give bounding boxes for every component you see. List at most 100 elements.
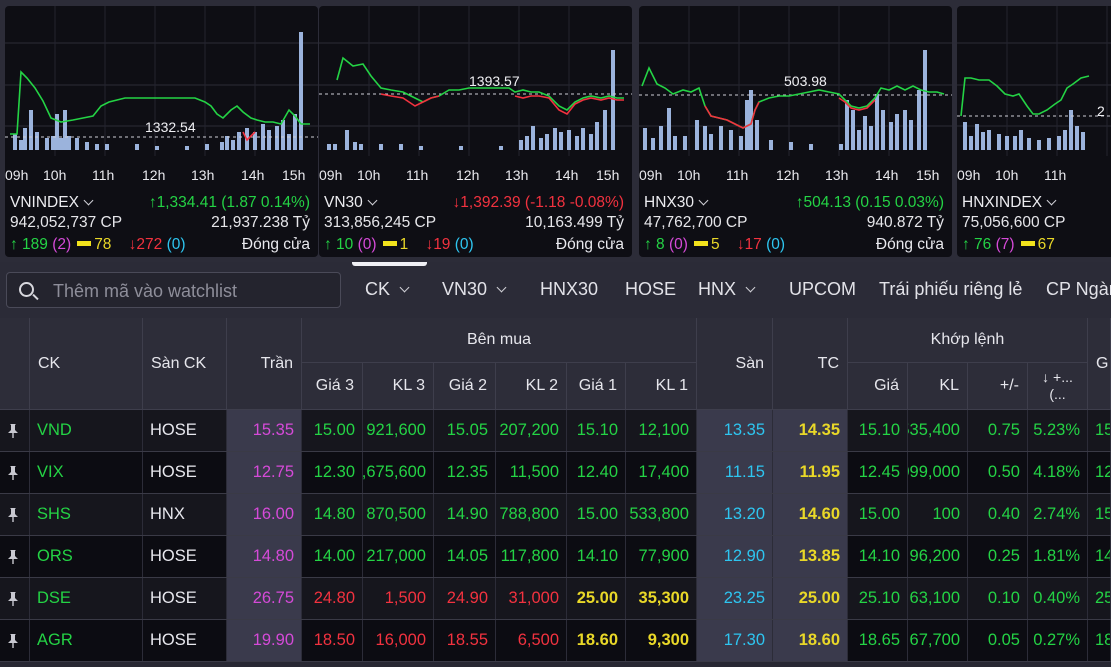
header-tc[interactable]: TC bbox=[773, 318, 848, 410]
header-kl2[interactable]: KL 2 bbox=[496, 363, 567, 410]
price-line-below-ref bbox=[380, 93, 624, 116]
table-row[interactable]: VIXHOSE12.7512.301,675,60012.3511,50012.… bbox=[0, 452, 1111, 494]
cell-change: 0.05 bbox=[968, 620, 1028, 661]
index-card-vn30[interactable]: 1393.57 09h 10h 11h 12h 13h 14h 15h VN30 ↓1,392.3… bbox=[319, 6, 632, 257]
index-name[interactable]: HNXINDEX bbox=[962, 194, 1043, 211]
market-breadth: ↑ 8 (0) 5 ↓17 (0) Đóng cửa bbox=[644, 236, 944, 254]
pin-icon[interactable] bbox=[0, 578, 30, 619]
cell-kl3: 1,675,600 bbox=[363, 452, 434, 493]
header-next[interactable]: G bbox=[1088, 318, 1111, 410]
volume-bar bbox=[67, 136, 71, 150]
watchlist-search[interactable] bbox=[6, 272, 341, 308]
volume-bar bbox=[863, 116, 867, 150]
cell-kl1: 533,800 bbox=[626, 494, 697, 535]
chevron-down-icon[interactable] bbox=[1046, 195, 1057, 206]
tab-hose[interactable]: HOSE bbox=[625, 279, 676, 300]
index-name[interactable]: VN30 bbox=[324, 194, 363, 211]
time-axis: 09h 10h 11h 12h 13h 14h 15h bbox=[5, 167, 318, 187]
tab-vn30[interactable]: VN30 bbox=[442, 279, 507, 300]
cell-kl1: 9,300 bbox=[626, 620, 697, 661]
header-tran[interactable]: Trần bbox=[227, 318, 302, 410]
header-kl[interactable]: KL bbox=[908, 363, 968, 410]
intraday-chart: 503.98 bbox=[639, 6, 952, 156]
volume-bar bbox=[595, 122, 599, 150]
index-volume-row: 47,762,700 CP 940.872 Tỷ bbox=[644, 214, 944, 232]
index-name[interactable]: VNINDEX bbox=[10, 194, 79, 211]
unchanged-count: 67 bbox=[1037, 236, 1055, 253]
header-ck[interactable]: CK bbox=[30, 318, 143, 410]
market-breadth: ↑ 189 (2) 78 ↓272 (0) Đóng cửa bbox=[10, 236, 310, 254]
header-kl1[interactable]: KL 1 bbox=[626, 363, 697, 410]
header-kl3[interactable]: KL 3 bbox=[363, 363, 434, 410]
tab-hnx[interactable]: HNX bbox=[698, 279, 756, 300]
volume-bar bbox=[875, 94, 879, 150]
declines-count: ↓272 bbox=[128, 236, 163, 253]
index-volume: 942,052,737 CP bbox=[10, 214, 123, 231]
cell-ck[interactable]: ORS bbox=[30, 536, 143, 577]
tab-tr-i-phi-u-ri-ng-l-[interactable]: Trái phiếu riêng lẻ bbox=[879, 279, 1022, 300]
pin-icon[interactable] bbox=[0, 536, 30, 577]
header-gia2[interactable]: Giá 2 bbox=[434, 363, 496, 410]
header-gia1[interactable]: Giá 1 bbox=[567, 363, 626, 410]
price-line bbox=[336, 56, 624, 111]
tab-hnx30[interactable]: HNX30 bbox=[540, 279, 598, 300]
cell-san-ck: HOSE bbox=[143, 410, 227, 451]
index-card-hnx30[interactable]: 503.98 09h 10h 11h 12h 13h 14h 15h HNX30 ↑504.13 … bbox=[639, 6, 952, 257]
cell-ck[interactable]: VND bbox=[30, 410, 143, 451]
cell-ck[interactable]: SHS bbox=[30, 494, 143, 535]
tab-label: Trái phiếu riêng lẻ bbox=[879, 279, 1023, 299]
price-line bbox=[641, 66, 945, 129]
header-san[interactable]: Sàn bbox=[697, 318, 773, 410]
header-gia[interactable]: Giá bbox=[848, 363, 908, 410]
index-card-hnxindex[interactable]: 2 09h 10h 11h HNXINDEX↑ 75,056,600 CP ↑ 76 (7)… bbox=[957, 6, 1111, 257]
time-axis: 09h 10h 11h 12h 13h 14h 15h bbox=[639, 167, 952, 187]
cell-ck[interactable]: VIX bbox=[30, 452, 143, 493]
cell-kl2: 788,800 bbox=[496, 494, 567, 535]
unchanged-icon bbox=[1020, 241, 1035, 247]
watchlist-search-input[interactable] bbox=[53, 278, 333, 304]
table-row[interactable]: SHS HNX 16.00 14.80 870,500 14.90 788,800 15.00… bbox=[0, 494, 1111, 536]
volume-bar bbox=[55, 114, 59, 150]
volume-bar bbox=[327, 144, 331, 150]
table-row[interactable]: VND HOSE 15.35 15.00 921,600 15.05 207,200 15.1… bbox=[0, 410, 1111, 452]
tab-upcom[interactable]: UPCOM bbox=[789, 279, 856, 300]
tab-ck[interactable]: CK bbox=[365, 279, 410, 300]
volume-bar bbox=[1019, 130, 1023, 150]
tab-cp-ng-n[interactable]: CP Ngàn bbox=[1046, 279, 1111, 300]
pin-icon[interactable] bbox=[0, 620, 30, 661]
header-gia3[interactable]: Giá 3 bbox=[302, 363, 363, 410]
chevron-down-icon[interactable] bbox=[698, 195, 709, 206]
chevron-down-icon[interactable] bbox=[83, 195, 94, 206]
volume-bar bbox=[545, 134, 549, 150]
pin-icon[interactable] bbox=[0, 494, 30, 535]
cell-change: 0.25 bbox=[968, 536, 1028, 577]
cell-ck[interactable]: AGR bbox=[30, 620, 143, 661]
table-row[interactable]: DSE HOSE 26.75 24.80 1,500 24.90 31,000 25.00 35… bbox=[0, 578, 1111, 620]
table-row[interactable]: ORS HOSE 14.80 14.00 217,000 14.05 117,800 14.1… bbox=[0, 536, 1111, 578]
pin-icon[interactable] bbox=[0, 410, 30, 451]
pin-icon[interactable] bbox=[0, 452, 30, 493]
cell-gia3: 15.00 bbox=[302, 410, 363, 451]
time-tick: 13h bbox=[825, 167, 849, 183]
index-card-vnindex[interactable]: 1332.54 09h 10h 11h 12h 13h 14h 15h VNINDEX ↑1,33… bbox=[5, 6, 318, 257]
table-row[interactable]: AGR HOSE 19.90 18.50 16,000 18.55 6,500 18.60 9,… bbox=[0, 620, 1111, 662]
header-pin[interactable] bbox=[0, 318, 30, 410]
price-line bbox=[960, 75, 1090, 117]
volume-bar bbox=[519, 140, 523, 150]
cell-ck[interactable]: DSE bbox=[30, 578, 143, 619]
chevron-down-icon[interactable] bbox=[367, 195, 378, 206]
index-value: 21,937.238 Tỷ bbox=[211, 214, 310, 231]
cell-gia1: 15.10 bbox=[567, 410, 626, 451]
header-ben-mua[interactable]: Bên mua bbox=[302, 318, 697, 363]
volume-bar bbox=[135, 144, 139, 150]
header-san-ck[interactable]: Sàn CK bbox=[143, 318, 227, 410]
cell-percent: 0.40% bbox=[1028, 578, 1088, 619]
header-khop-lenh[interactable]: Khớp lệnh bbox=[848, 318, 1088, 363]
index-name[interactable]: HNX30 bbox=[644, 194, 694, 211]
advances-count: ↑ 189 bbox=[10, 236, 48, 253]
time-tick: 14h bbox=[875, 167, 899, 183]
cell-change: 0.50 bbox=[968, 452, 1028, 493]
header-percent[interactable]: ↓ +... (... bbox=[1028, 363, 1088, 410]
volume-bar bbox=[1005, 136, 1009, 150]
header-change[interactable]: +/- bbox=[968, 363, 1028, 410]
